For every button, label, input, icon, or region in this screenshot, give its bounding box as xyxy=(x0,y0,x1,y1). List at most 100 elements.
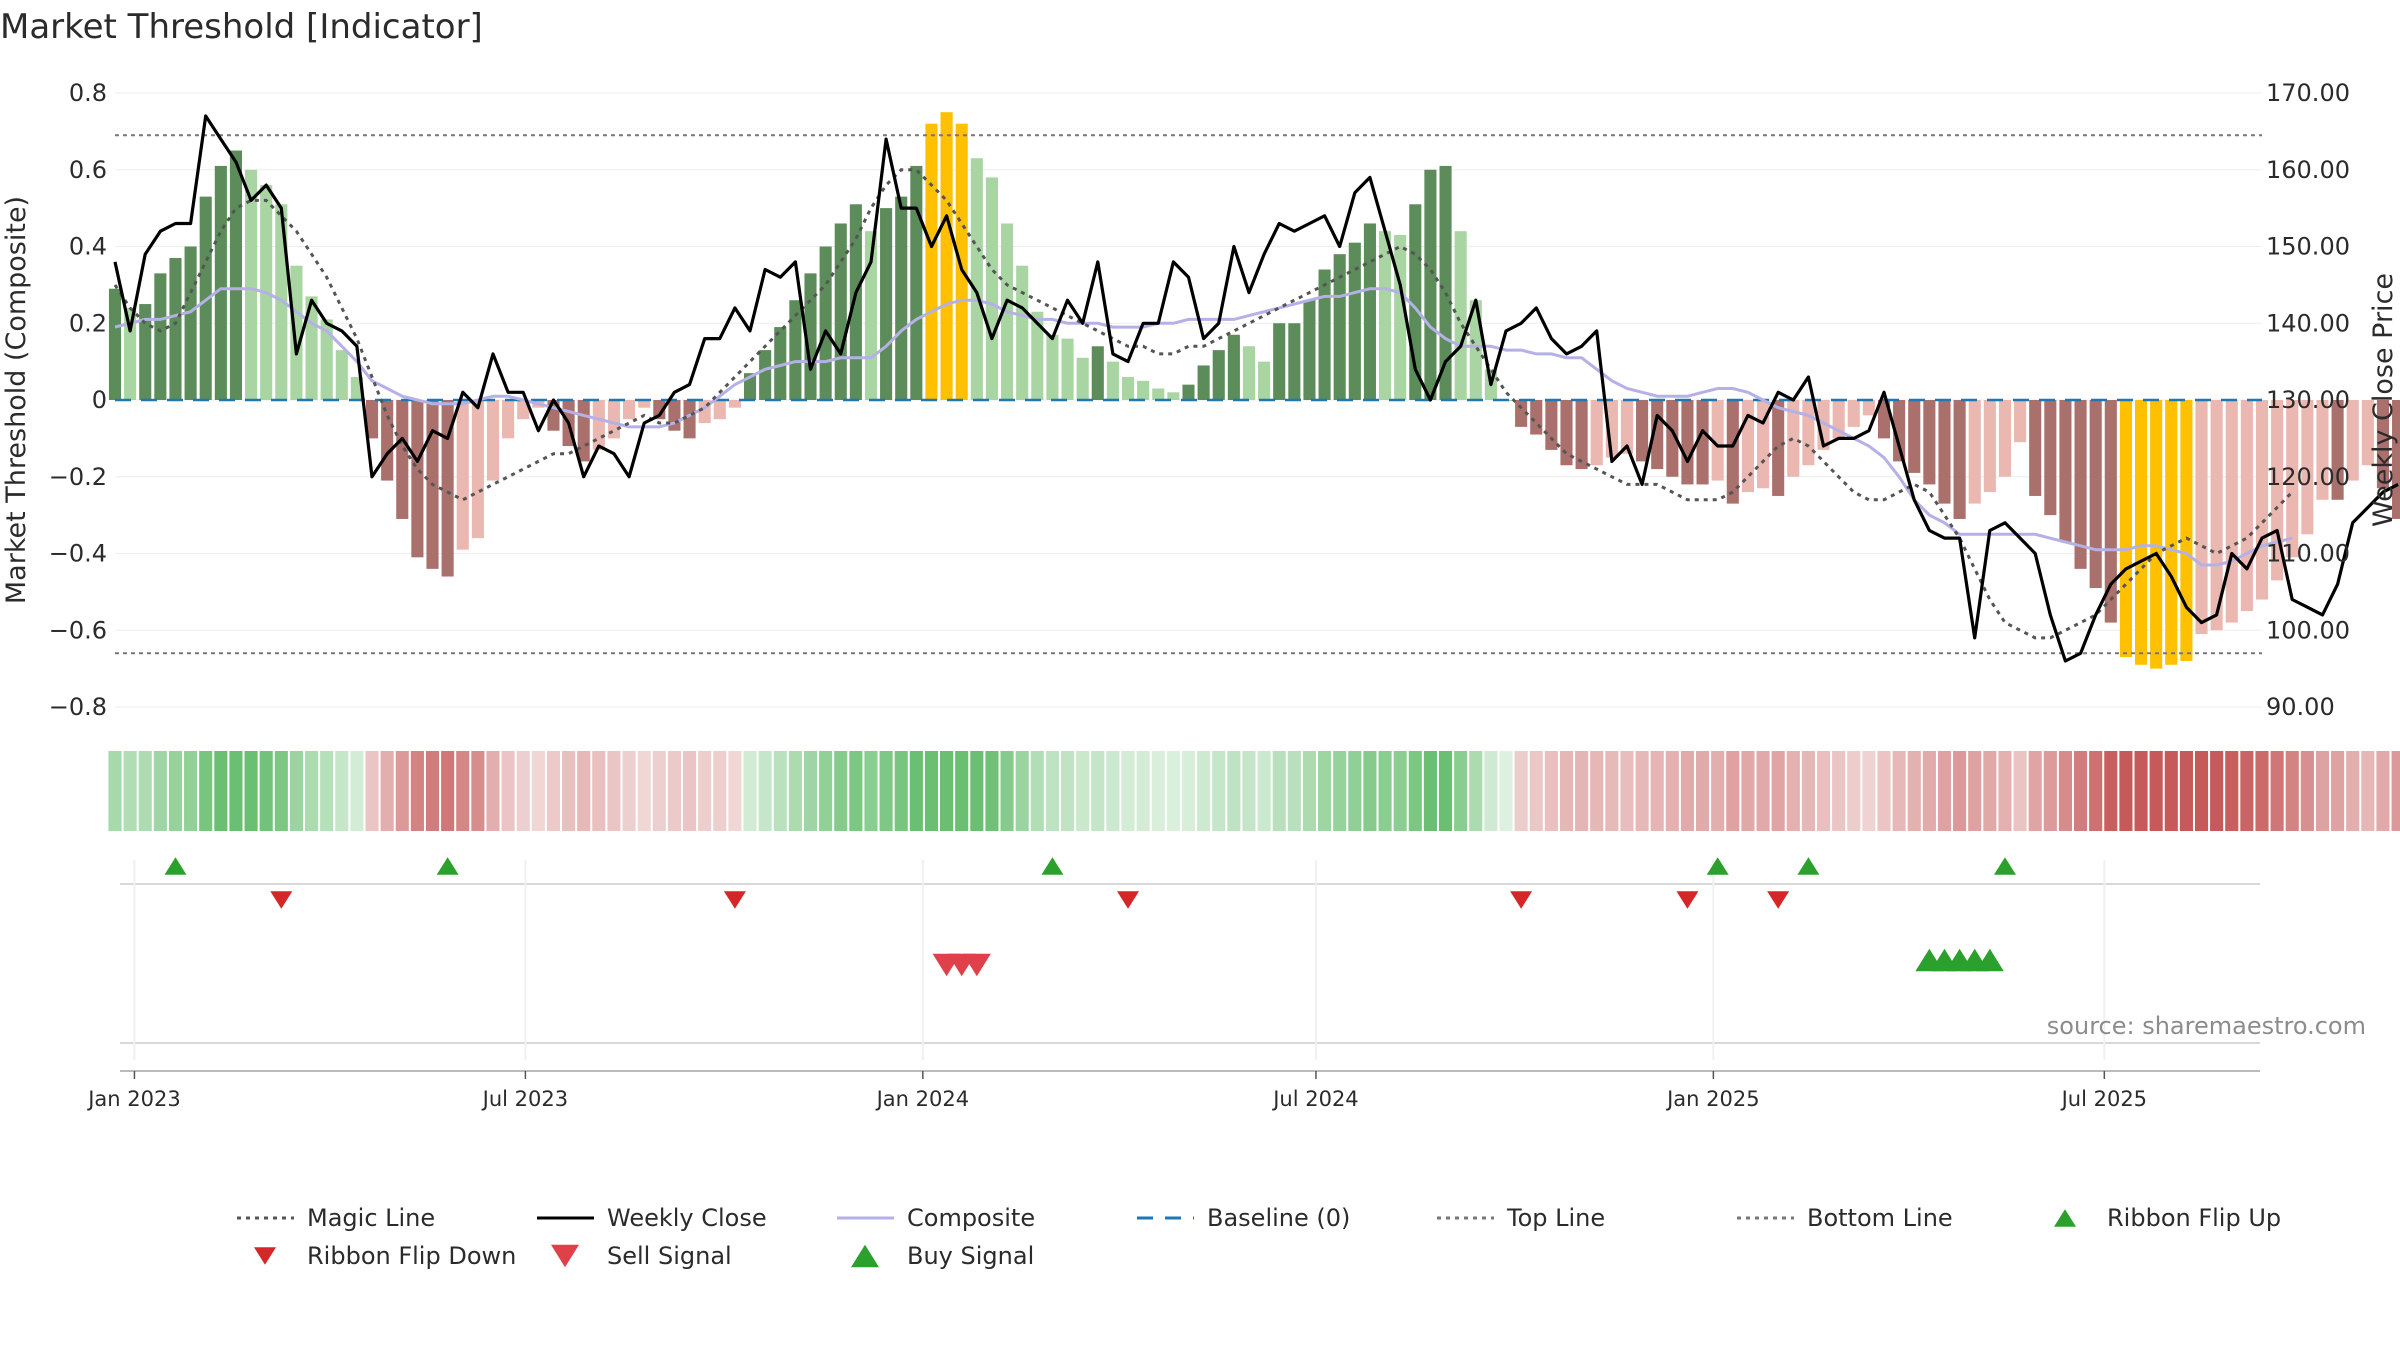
composite-bar xyxy=(955,123,968,400)
left-tick-label: −0.2 xyxy=(49,463,107,491)
right-tick-label: 100.00 xyxy=(2266,616,2350,644)
ribbon-segment xyxy=(471,751,485,831)
ribbon-segment xyxy=(924,751,939,831)
ribbon-segment xyxy=(199,751,213,831)
ribbon-segment xyxy=(1696,751,1710,831)
ribbon-segment xyxy=(803,751,818,831)
composite-bar xyxy=(2271,400,2284,581)
ribbon-segment xyxy=(773,751,787,831)
ribbon-segment xyxy=(2043,751,2057,831)
series-lines xyxy=(113,114,2399,663)
ribbon-segment xyxy=(1197,751,1211,831)
ribbon-segment xyxy=(304,751,319,831)
composite-bar xyxy=(1847,400,1860,427)
ribbon-segment xyxy=(1136,751,1150,831)
ribbon-flip-down-marker xyxy=(1767,891,1790,909)
ribbon-segment xyxy=(1469,751,1483,831)
composite-bar xyxy=(1152,388,1165,400)
composite-bar xyxy=(2346,400,2359,481)
buy-signal-marker xyxy=(1975,948,2004,972)
ribbon-segment xyxy=(380,751,394,831)
ribbon-segment xyxy=(682,751,697,831)
legend-item: Buy Signal xyxy=(851,1242,1034,1270)
composite-bar xyxy=(1046,334,1059,400)
ribbon-segment xyxy=(2210,751,2224,831)
composite-bar xyxy=(2255,400,2269,600)
composite-bar xyxy=(1938,400,1951,504)
ribbon-segment xyxy=(1650,751,1664,831)
composite-bar xyxy=(2316,400,2329,500)
composite-bar xyxy=(517,400,530,420)
composite-bar xyxy=(1167,392,1180,400)
weekly-close-line xyxy=(113,114,2399,663)
legend: Magic Line Weekly Close Composite Baseline … xyxy=(237,1204,2281,1270)
composite-bar xyxy=(1288,323,1301,400)
composite-bar xyxy=(320,319,333,400)
composite-bar xyxy=(804,273,817,400)
ribbon-segment xyxy=(2240,751,2254,831)
ribbon-segment xyxy=(184,751,198,831)
composite-bar xyxy=(1802,400,1815,466)
composite-bar xyxy=(728,400,741,408)
ribbon-segment xyxy=(1363,751,1377,831)
ribbon-segment xyxy=(2285,751,2299,831)
legend-swatch xyxy=(551,1244,579,1268)
ribbon-segment xyxy=(1151,751,1165,831)
date-tick-label: Jul 2023 xyxy=(481,1087,568,1111)
ribbon-segment xyxy=(2089,751,2103,831)
ribbon-segment xyxy=(2361,751,2375,831)
date-tick-label: Jul 2025 xyxy=(2060,1087,2147,1111)
composite-bar xyxy=(1076,357,1089,400)
composite-bar xyxy=(1530,400,1543,435)
composite-bar xyxy=(638,400,651,408)
ribbon-segment xyxy=(1272,751,1286,831)
ribbon-segment xyxy=(486,751,500,831)
ribbon-segment xyxy=(637,751,651,831)
ribbon-segment xyxy=(622,751,636,831)
composite-bar xyxy=(774,327,787,400)
ribbon-segment xyxy=(516,751,530,831)
left-axis-label: Market Threshold (Composite) xyxy=(1,196,32,604)
composite-bar xyxy=(1681,400,1694,485)
right-axis-label: Weekly Close Price xyxy=(2368,273,2399,527)
right-tick-label: 170.00 xyxy=(2266,79,2350,107)
composite-bar xyxy=(1983,400,1996,493)
ribbon-flip-up-marker xyxy=(1041,857,1064,875)
ribbon-segment xyxy=(1741,751,1755,831)
composite-bar xyxy=(683,400,696,439)
ribbon-segment xyxy=(229,751,243,831)
composite-bar xyxy=(154,273,167,400)
ribbon-segment xyxy=(758,751,772,831)
ribbon-segment xyxy=(1635,751,1649,831)
ribbon-segment xyxy=(1801,751,1815,831)
ribbon-segment xyxy=(1816,751,1831,831)
ribbon-segment xyxy=(274,751,288,831)
legend-item: Weekly Close xyxy=(537,1204,767,1232)
legend-item: Magic Line xyxy=(237,1204,435,1232)
ribbon-segment xyxy=(456,751,470,831)
ribbon-segment xyxy=(1832,751,1846,831)
composite-bar xyxy=(381,400,394,481)
ribbon-segment xyxy=(2255,751,2269,831)
composite-bar xyxy=(124,307,137,400)
ribbon-flip-up-marker xyxy=(1797,857,1820,875)
composite-bar xyxy=(2134,400,2148,665)
ribbon-segment xyxy=(410,751,424,831)
composite-bar xyxy=(1726,400,1739,504)
ribbon-segment xyxy=(1726,751,1740,831)
ribbon-segment xyxy=(1575,751,1589,831)
composite-bar xyxy=(1303,300,1316,400)
composite-bar xyxy=(895,196,908,400)
legend-item: Ribbon Flip Up xyxy=(2054,1204,2281,1232)
composite-bar xyxy=(2240,400,2253,612)
composite-bar xyxy=(2331,400,2344,500)
ribbon-segment xyxy=(955,751,969,831)
ribbon-flip-up-marker xyxy=(1706,857,1729,875)
ribbon-segment xyxy=(2315,751,2330,831)
ribbon-segment xyxy=(2300,751,2314,831)
ribbon-segment xyxy=(138,751,152,831)
ribbon-segment xyxy=(425,751,440,831)
ribbon-segment xyxy=(1786,751,1800,831)
ribbon-segment xyxy=(1242,751,1256,831)
composite-bar xyxy=(2044,400,2057,516)
